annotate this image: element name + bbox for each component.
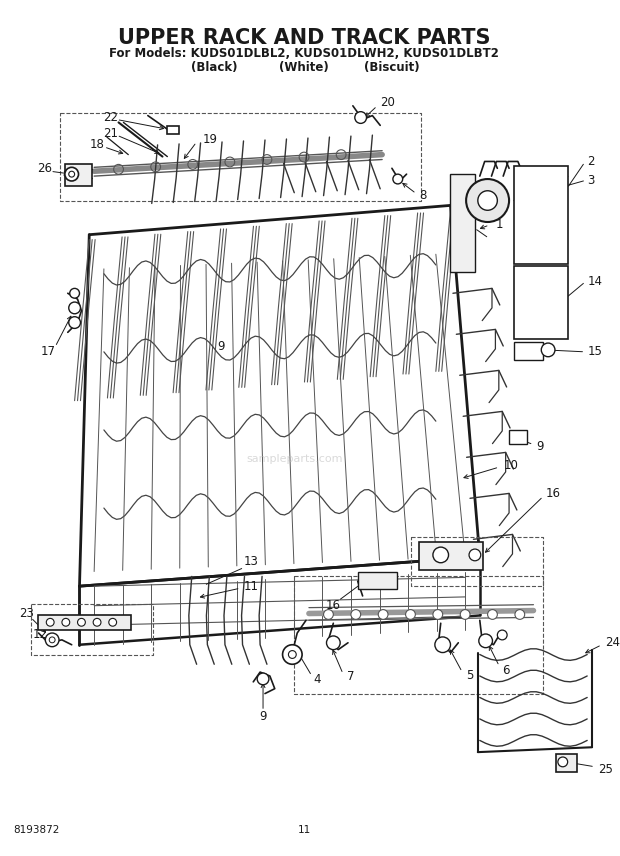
Text: 21: 21 xyxy=(104,127,118,140)
Circle shape xyxy=(460,609,470,620)
Text: 18: 18 xyxy=(90,139,105,152)
Bar xyxy=(514,266,568,339)
Circle shape xyxy=(487,609,497,620)
Text: 8193872: 8193872 xyxy=(13,825,60,835)
Circle shape xyxy=(69,317,81,329)
Circle shape xyxy=(288,651,296,658)
Circle shape xyxy=(469,549,481,561)
Circle shape xyxy=(435,637,451,652)
Text: 7: 7 xyxy=(347,670,355,683)
Circle shape xyxy=(78,618,86,627)
Circle shape xyxy=(541,343,555,357)
Circle shape xyxy=(355,111,366,123)
Bar xyxy=(167,127,179,134)
Text: 12: 12 xyxy=(33,628,48,641)
Text: 15: 15 xyxy=(588,345,603,359)
Circle shape xyxy=(515,609,525,620)
Bar xyxy=(358,572,397,589)
Circle shape xyxy=(497,630,507,639)
Text: 4: 4 xyxy=(314,674,321,687)
Text: 13: 13 xyxy=(244,556,259,568)
Circle shape xyxy=(69,171,74,177)
Circle shape xyxy=(405,609,415,620)
Text: 10: 10 xyxy=(503,459,518,472)
Text: 3: 3 xyxy=(587,175,595,187)
Text: 9: 9 xyxy=(484,182,491,195)
Circle shape xyxy=(378,609,388,620)
Text: 2: 2 xyxy=(587,155,595,168)
Bar xyxy=(556,754,577,771)
Text: (White): (White) xyxy=(279,61,329,74)
Text: 14: 14 xyxy=(587,275,602,288)
Text: 5: 5 xyxy=(466,669,474,682)
Circle shape xyxy=(45,633,59,646)
Circle shape xyxy=(69,288,79,298)
Circle shape xyxy=(324,609,334,620)
Circle shape xyxy=(257,673,269,685)
Bar xyxy=(514,342,543,360)
Circle shape xyxy=(558,757,568,767)
Text: 6: 6 xyxy=(502,663,510,676)
Text: 25: 25 xyxy=(598,764,613,776)
Text: 20: 20 xyxy=(380,97,395,110)
Circle shape xyxy=(62,618,69,627)
Circle shape xyxy=(65,167,79,181)
Bar xyxy=(419,542,483,569)
Text: 9: 9 xyxy=(259,710,267,723)
Text: 9: 9 xyxy=(536,440,544,453)
Bar xyxy=(509,430,526,443)
Bar xyxy=(514,166,568,264)
Text: 16: 16 xyxy=(326,599,341,612)
Text: 16: 16 xyxy=(546,487,561,500)
Text: 24: 24 xyxy=(604,636,620,650)
Text: 1: 1 xyxy=(495,218,503,231)
Text: UPPER RACK AND TRACK PARTS: UPPER RACK AND TRACK PARTS xyxy=(118,27,490,48)
Circle shape xyxy=(327,636,340,650)
Text: 17: 17 xyxy=(41,345,56,359)
Text: 11: 11 xyxy=(298,825,311,835)
Text: sampleparts.com: sampleparts.com xyxy=(246,455,342,464)
Circle shape xyxy=(108,618,117,627)
Circle shape xyxy=(69,302,81,314)
Circle shape xyxy=(466,179,509,222)
Circle shape xyxy=(46,618,54,627)
Text: 23: 23 xyxy=(19,607,34,620)
Circle shape xyxy=(393,174,402,184)
Text: For Models: KUDS01DLBL2, KUDS01DLWH2, KUDS01DLBT2: For Models: KUDS01DLBL2, KUDS01DLWH2, KU… xyxy=(109,47,499,60)
Circle shape xyxy=(479,634,492,648)
Text: 8: 8 xyxy=(419,189,427,202)
Circle shape xyxy=(433,547,448,562)
Bar xyxy=(65,164,92,186)
Text: 19: 19 xyxy=(203,133,218,146)
Text: 9: 9 xyxy=(217,341,225,354)
Text: 22: 22 xyxy=(104,111,118,124)
Circle shape xyxy=(93,618,101,627)
Bar xyxy=(451,174,475,272)
Text: (Biscuit): (Biscuit) xyxy=(364,61,420,74)
Circle shape xyxy=(283,645,302,664)
Circle shape xyxy=(478,191,497,211)
Text: (Black): (Black) xyxy=(191,61,237,74)
Text: 11: 11 xyxy=(244,580,259,592)
Bar xyxy=(38,615,131,630)
Circle shape xyxy=(433,609,443,620)
Text: 26: 26 xyxy=(37,162,52,175)
Circle shape xyxy=(351,609,361,620)
